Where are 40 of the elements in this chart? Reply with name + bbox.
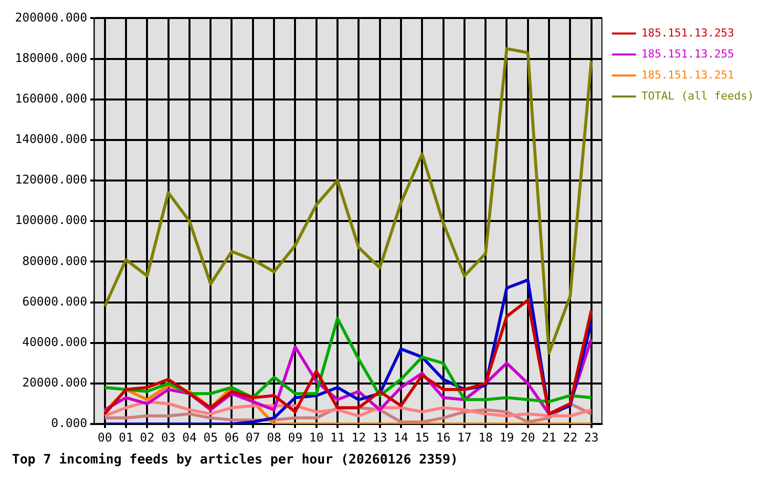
x-tick-label: 14 bbox=[394, 430, 408, 444]
x-tick-label: 22 bbox=[562, 430, 578, 444]
legend-label: TOTAL (all feeds) bbox=[641, 89, 754, 102]
x-tick-label: 11 bbox=[330, 430, 345, 444]
x-tick-label: 08 bbox=[266, 430, 282, 444]
y-tick-label: 100000.000 bbox=[14, 213, 88, 228]
y-tick-label: 60000.000 bbox=[22, 294, 88, 308]
x-tick-label: 03 bbox=[161, 430, 176, 444]
x-tick-label: 10 bbox=[309, 430, 324, 444]
legend-label: 185.151.13.251 bbox=[641, 68, 734, 82]
text: Top 7 incoming feeds by articles per hour (20260126 2359) bbox=[12, 452, 458, 468]
x-tick-label: 02 bbox=[140, 430, 154, 444]
legend-label: 185.151.13.255 bbox=[641, 47, 734, 60]
y-tick-label: 160000.000 bbox=[14, 91, 88, 106]
y-tick-label: 200000.000 bbox=[14, 10, 88, 24]
x-tick-label: 06 bbox=[224, 430, 239, 444]
x-tick-label: 09 bbox=[288, 430, 302, 444]
x-tick-label: 01 bbox=[118, 430, 134, 444]
x-tick-label: 04 bbox=[182, 430, 197, 444]
x-tick-label: 21 bbox=[542, 430, 556, 444]
x-tick-label: 13 bbox=[372, 430, 388, 444]
x-tick-label: 18 bbox=[478, 430, 493, 444]
x-tick-label: 20 bbox=[520, 430, 536, 444]
y-tick-label: 120000.000 bbox=[14, 172, 88, 187]
y-tick-label: 0.000 bbox=[51, 416, 88, 430]
x-tick-label: 23 bbox=[584, 430, 599, 444]
x-tick-label: 17 bbox=[457, 430, 472, 444]
x-tick-label: 16 bbox=[436, 430, 450, 444]
y-tick-label: 40000.000 bbox=[22, 334, 88, 349]
y-tick-label: 20000.000 bbox=[22, 376, 88, 390]
x-tick-label: 05 bbox=[203, 430, 218, 444]
y-tick-label: 80000.000 bbox=[22, 254, 88, 268]
x-tick-label: 12 bbox=[351, 430, 366, 444]
y-tick-label: 180000.000 bbox=[14, 50, 88, 65]
x-tick-label: 15 bbox=[414, 430, 430, 444]
x-tick-label: 19 bbox=[500, 430, 514, 444]
legend-label: 185.151.13.253 bbox=[641, 26, 734, 40]
x-tick-label: 07 bbox=[246, 430, 260, 444]
y-tick-label: 140000.000 bbox=[14, 132, 88, 146]
x-tick-label: 00 bbox=[98, 430, 112, 444]
